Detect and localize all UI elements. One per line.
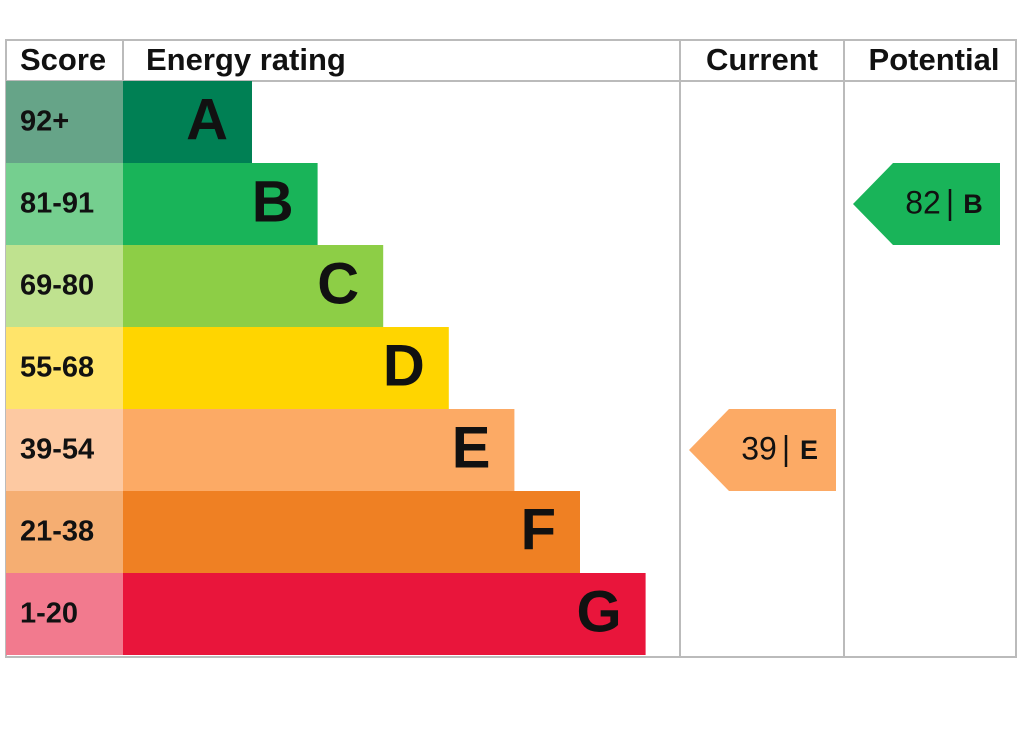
arrow-score: 39: [741, 430, 777, 466]
score-range: 55-68: [20, 352, 94, 384]
band-letter: F: [521, 497, 556, 562]
score-range: 39-54: [20, 434, 94, 466]
rating-arrow: [689, 409, 836, 491]
score-cell: [6, 491, 123, 573]
score-range: 81-91: [20, 188, 94, 220]
score-cell: [6, 327, 123, 409]
header-current: Current: [706, 42, 818, 77]
band-letter: E: [452, 415, 491, 480]
arrow-score: 82: [905, 184, 941, 220]
band-bar: [123, 409, 515, 491]
band-bar: [123, 573, 646, 655]
header-potential: Potential: [869, 42, 1000, 77]
score-cell: [6, 573, 123, 655]
band-bar: [123, 163, 318, 245]
score-cell: [6, 81, 123, 163]
score-range: 1-20: [20, 598, 78, 630]
header-score: Score: [20, 42, 106, 77]
arrow-rating: B: [963, 189, 983, 219]
score-cell: [6, 163, 123, 245]
band-letter: B: [252, 169, 294, 234]
band-bar: [123, 327, 449, 409]
band-bar: [123, 81, 252, 163]
band-bar: [123, 491, 580, 573]
band-letter: G: [576, 579, 621, 644]
band-letter: A: [186, 87, 228, 152]
score-cell: [6, 245, 123, 327]
band-letter: D: [383, 333, 425, 398]
band-bar: [123, 245, 384, 327]
score-range: 21-38: [20, 516, 94, 548]
arrow-rating: E: [800, 435, 818, 465]
rating-arrow: [853, 163, 1000, 245]
band-letter: C: [317, 251, 359, 316]
header-rating: Energy rating: [146, 42, 346, 77]
score-range: 69-80: [20, 270, 94, 302]
score-cell: [6, 409, 123, 491]
score-range: 92+: [20, 106, 69, 138]
